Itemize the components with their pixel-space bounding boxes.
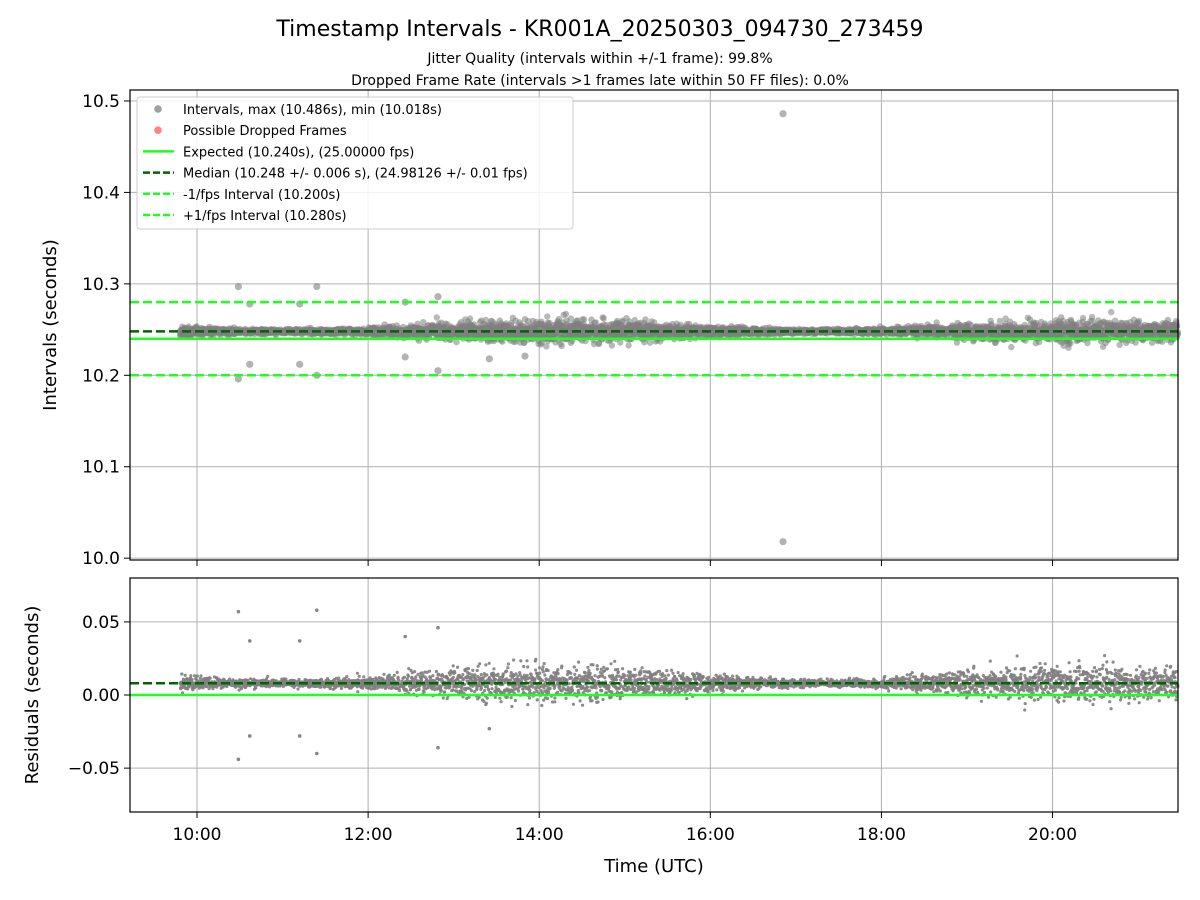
- data-point: [646, 339, 654, 346]
- data-point: [284, 677, 288, 681]
- legend-marker-intervals: [154, 105, 162, 113]
- bottom-panel: 10:00 12:00 14:00 16:00 18:00 20:00−0.050.000…: [22, 577, 1180, 877]
- legend-label: -1/fps Interval (10.200s): [183, 188, 340, 203]
- data-point: [345, 675, 349, 679]
- data-point: [1079, 314, 1087, 322]
- data-point: [580, 316, 588, 323]
- data-point: [357, 674, 361, 678]
- outlier-point: [521, 352, 529, 360]
- legend-label: +1/fps Interval (10.280s): [183, 209, 347, 224]
- legend-label: Expected (10.240s), (25.00000 fps): [183, 145, 414, 160]
- data-point: [296, 687, 300, 691]
- data-point: [544, 313, 551, 320]
- y-tick-label: 10.1: [82, 458, 120, 478]
- y-tick-label: 10.2: [82, 366, 120, 386]
- data-point: [266, 674, 270, 679]
- chart-subtitle-jitter: Jitter Quality (intervals within +/-1 fr…: [426, 51, 772, 67]
- y-tick-label: 10.5: [82, 92, 120, 112]
- data-point: [1108, 308, 1115, 316]
- y-tick-label: 10.3: [82, 275, 120, 295]
- chart-title: Timestamp Intervals - KR001A_20250303_09…: [275, 17, 923, 42]
- data-point: [356, 690, 360, 694]
- outlier-point: [779, 538, 787, 546]
- legend-marker-dropped: [154, 126, 162, 134]
- legend-label: Intervals, max (10.486s), min (10.018s): [183, 103, 442, 118]
- data-point: [642, 316, 649, 323]
- outlier-point: [434, 367, 442, 375]
- data-point: [355, 671, 360, 675]
- data-point: [254, 686, 258, 690]
- data-point: [543, 343, 550, 350]
- data-point: [1067, 340, 1074, 347]
- data-point: [466, 315, 474, 322]
- legend-label: Possible Dropped Frames: [183, 124, 347, 139]
- outlier-point: [779, 110, 787, 118]
- top-panel: 10.0 10.1 10.2 10.3 10.4 10.5 Intervals (secon…: [40, 89, 1182, 569]
- outlier-point: [401, 353, 409, 361]
- data-point: [453, 338, 460, 346]
- y-axis-label: Intervals (seconds): [40, 239, 61, 411]
- data-point: [617, 339, 624, 346]
- legend: Intervals, max (10.486s), min (10.018s) P…: [136, 96, 574, 230]
- data-point: [183, 673, 187, 677]
- data-point: [600, 315, 607, 322]
- data-point: [193, 674, 197, 678]
- outlier-point: [246, 360, 254, 368]
- data-point: [433, 314, 440, 321]
- y-tick-label: 10.0: [82, 549, 120, 569]
- chart-subtitle-dropped: Dropped Frame Rate (intervals >1 frames …: [351, 73, 849, 89]
- data-points: [178, 608, 1180, 762]
- data-point: [562, 310, 570, 318]
- data-point: [1173, 322, 1181, 330]
- data-point: [482, 316, 489, 324]
- data-point: [208, 676, 212, 680]
- data-point: [608, 342, 616, 349]
- data-point: [558, 342, 565, 350]
- data-point: [1008, 343, 1015, 351]
- outlier-point: [234, 282, 242, 291]
- outlier-point: [485, 355, 493, 363]
- y-tick-label: 10.4: [82, 183, 120, 203]
- data-point: [189, 674, 193, 678]
- data-point: [420, 319, 427, 326]
- data-point: [180, 672, 184, 676]
- data-point: [337, 676, 341, 680]
- data-point: [199, 674, 203, 678]
- outlier-point: [434, 293, 442, 301]
- legend-label: Median (10.248 +/- 0.006 s), (24.98126 +…: [183, 167, 528, 182]
- data-point: [625, 342, 632, 349]
- data-point: [362, 675, 366, 679]
- outlier-point: [313, 282, 321, 291]
- data-point: [499, 338, 506, 345]
- data-point: [195, 674, 199, 678]
- outlier-point: [296, 360, 304, 368]
- data-point: [297, 677, 301, 682]
- data-point: [190, 677, 194, 682]
